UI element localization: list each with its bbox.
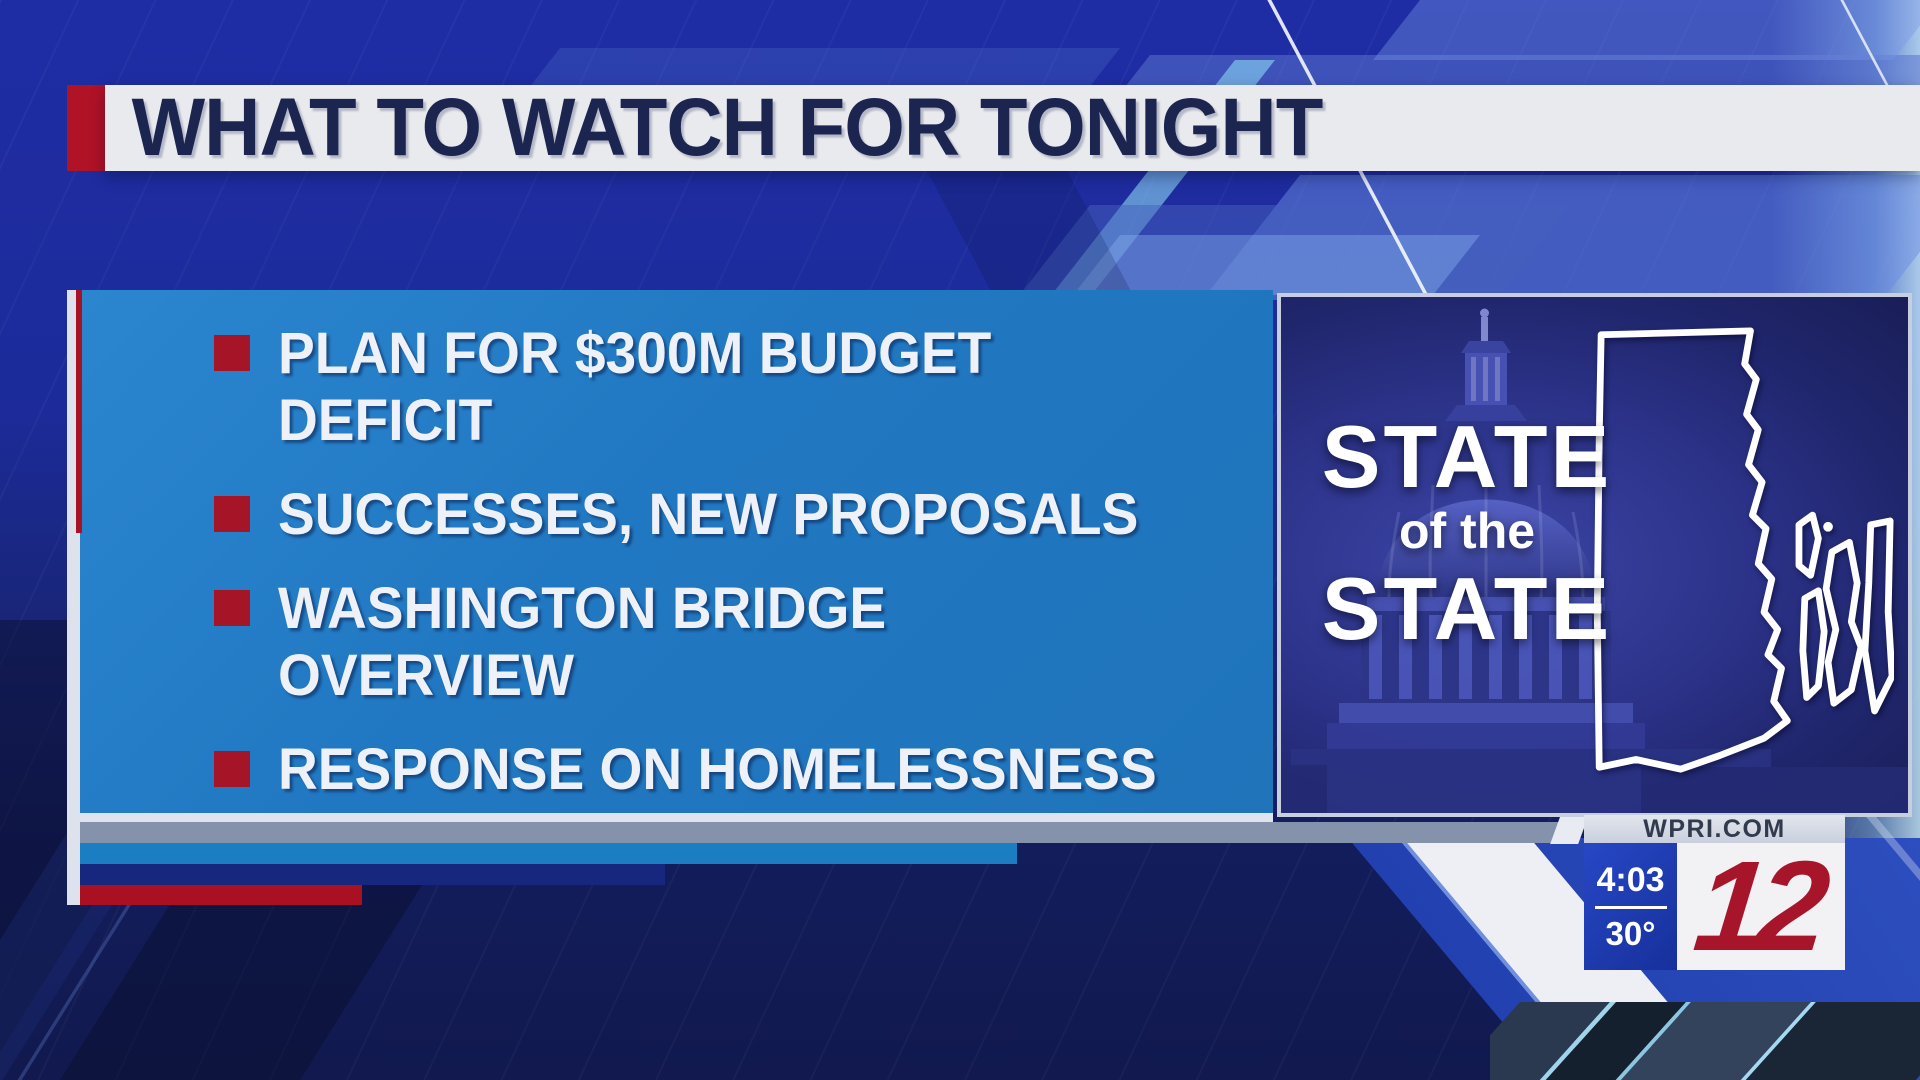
list-item: SUCCESSES, NEW PROPOSALS	[214, 481, 1253, 548]
header-banner: WHAT TO WATCH FOR TONIGHT	[105, 82, 1920, 173]
underline-strip-navy	[80, 864, 665, 885]
bullet-list-panel: PLAN FOR $300M BUDGET DEFICIT SUCCESSES,…	[80, 290, 1273, 813]
bullet-line: OVERVIEW	[278, 643, 574, 708]
title-line: STATE	[1321, 559, 1613, 658]
state-of-the-state-graphic: STATE of the STATE	[1277, 293, 1912, 817]
bullet-line: DEFICIT	[278, 388, 493, 453]
divider-line	[1594, 906, 1667, 909]
channel-12-logo: 12	[1677, 843, 1845, 970]
state-of-the-state-title: STATE of the STATE	[1317, 407, 1617, 658]
bullet-line: WASHINGTON BRIDGE	[278, 576, 887, 641]
temperature: 30°	[1605, 915, 1656, 952]
list-item: RESPONSE ON HOMELESSNESS	[214, 736, 1253, 803]
channel-number: 12	[1688, 843, 1826, 970]
list-item: PLAN FOR $300M BUDGET DEFICIT	[214, 320, 1253, 454]
bullet-square-icon	[214, 335, 250, 371]
underline-strip-gray	[80, 822, 1562, 843]
title-line: of the	[1398, 503, 1536, 559]
bullet-square-icon	[214, 496, 250, 532]
capitol-dome-graphic	[1281, 308, 1908, 813]
underline-strip-red	[80, 885, 362, 905]
corner-tech-bands	[1490, 1002, 1920, 1080]
glass-shard	[1373, 0, 1920, 60]
bullet-square-icon	[214, 590, 250, 626]
station-website-banner: WPRI.COM	[1584, 815, 1845, 843]
time-temperature-box: 4:03 30°	[1584, 843, 1677, 970]
page-title: WHAT TO WATCH FOR TONIGHT	[131, 82, 1324, 173]
underline-strip-blue	[80, 843, 1017, 864]
bullet-line: RESPONSE ON HOMELESSNESS	[278, 737, 1157, 802]
clock-time: 4:03	[1596, 861, 1665, 899]
bullet-line: SUCCESSES, NEW PROPOSALS	[278, 482, 1139, 547]
station-website: WPRI.COM	[1643, 814, 1786, 843]
bullet-line: PLAN FOR $300M BUDGET	[278, 321, 992, 386]
header-red-accent	[67, 85, 105, 171]
bullet-square-icon	[214, 751, 250, 787]
title-line: STATE	[1321, 407, 1613, 506]
list-item: WASHINGTON BRIDGE OVERVIEW	[214, 575, 1253, 709]
rhode-island-map-outline	[1593, 327, 1894, 773]
panel-bottom-border	[80, 813, 1273, 822]
left-rail-red	[76, 290, 82, 533]
